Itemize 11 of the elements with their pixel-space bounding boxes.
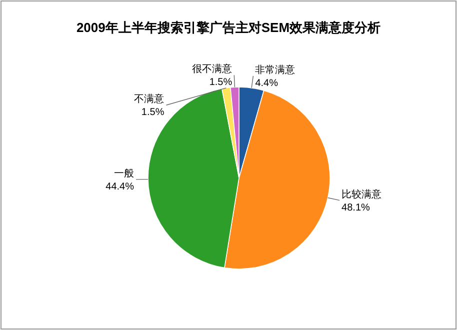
data-label: 44.4% [106,181,134,192]
chart-title: 2009年上半年搜索引擎广告主对SEM效果满意度分析 [76,20,381,35]
data-label: 4.4% [255,78,278,89]
data-label: 1.5% [209,77,232,88]
slice-label: 非常满意 [255,64,296,76]
data-label: 1.5% [141,107,164,118]
slice-label: 比较满意 [342,188,382,200]
slice-label: 不满意 [134,93,164,106]
slice-label: 很不满意 [192,63,232,76]
data-label: 48.1% [342,202,370,214]
slice-label: 一般 [114,168,134,180]
